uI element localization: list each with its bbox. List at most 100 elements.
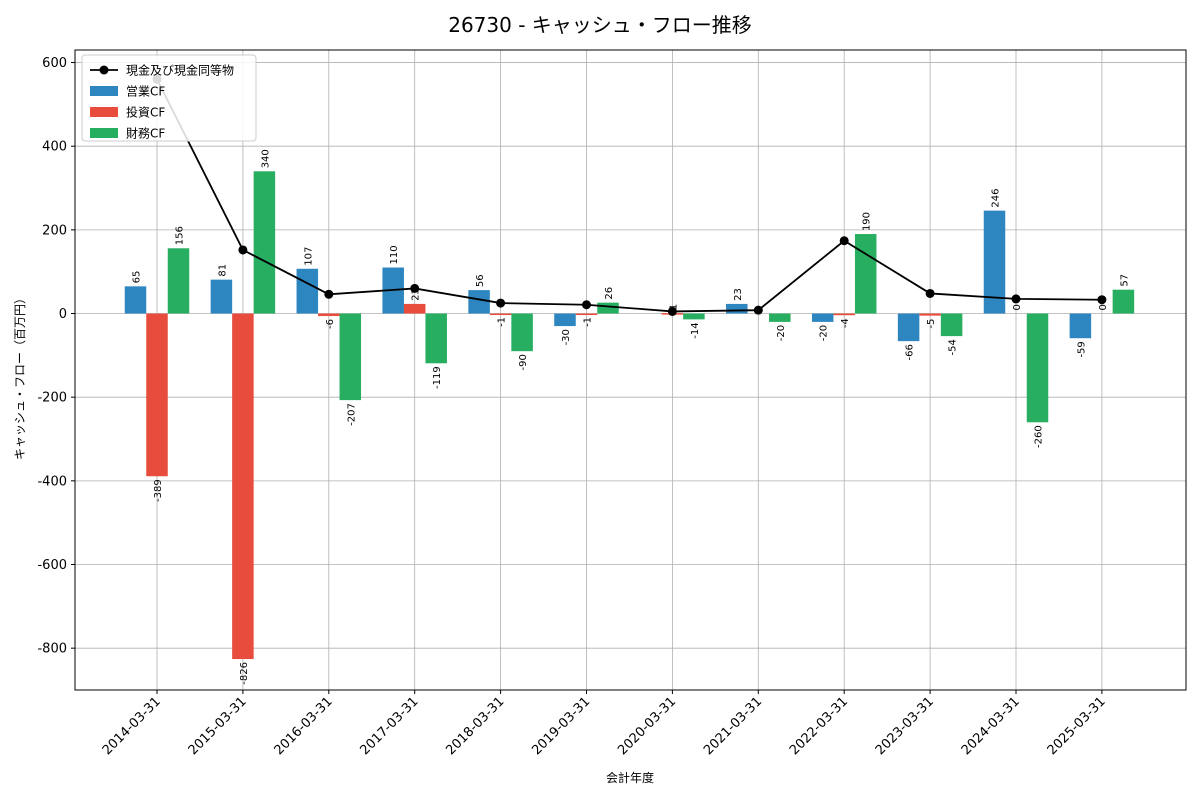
bar	[683, 313, 705, 320]
bar	[1026, 313, 1049, 423]
cash-line	[156, 78, 1102, 313]
cash-point	[324, 289, 334, 299]
bar	[511, 313, 533, 352]
bar	[575, 313, 598, 316]
bar-value-label: 56	[475, 274, 486, 287]
bar-value-label: -119	[432, 366, 443, 389]
y-tick-label: 0	[59, 307, 67, 322]
bar	[489, 313, 512, 316]
legend-box	[81, 54, 257, 142]
y-tick-label: -200	[37, 391, 67, 406]
bar-value-label: -90	[518, 354, 529, 370]
bar	[318, 313, 340, 317]
bar	[1069, 313, 1092, 339]
bar	[146, 313, 168, 477]
bar-value-label: 340	[260, 149, 271, 168]
x-axis-label: 会計年度	[606, 770, 654, 785]
y-tick-label: 400	[42, 140, 67, 155]
legend-label: 投資CF	[126, 105, 165, 120]
bar	[726, 303, 748, 314]
legend-bar-swatch	[90, 86, 118, 96]
bar	[897, 313, 920, 342]
bar-value-label: 57	[1119, 274, 1130, 287]
y-tick-label: 600	[42, 56, 67, 71]
cash-point	[582, 300, 591, 310]
bar	[296, 268, 319, 314]
bar-value-label: -14	[690, 322, 701, 338]
bars-layer	[124, 171, 1135, 660]
bar-value-label: 110	[389, 245, 400, 264]
bar	[253, 171, 276, 314]
bar-value-label: -54	[948, 339, 959, 355]
bar-value-label: -20	[776, 325, 787, 341]
bar-value-label: 65	[132, 271, 143, 284]
cash-point	[839, 236, 849, 246]
bar	[854, 234, 877, 314]
cash-point	[667, 306, 677, 316]
bar-value-label: -4	[840, 318, 851, 328]
bar-value-label: -1	[583, 317, 594, 327]
y-tick-label: -800	[37, 642, 67, 657]
labels-layer: 65 81 107 110 56 -30 23 -20 -66 246 -59 -389 -826 -6 2…	[132, 149, 1131, 685]
bar-value-label: 26	[604, 287, 615, 300]
bar-value-label: -66	[905, 344, 916, 360]
bar-value-label: 0	[1098, 304, 1109, 310]
bar-value-label: 23	[733, 288, 744, 301]
bar	[983, 210, 1006, 314]
bar-value-label: -30	[561, 329, 572, 345]
bar-value-label: -826	[239, 662, 250, 685]
y-tick-label: -600	[37, 558, 67, 573]
bar	[833, 313, 855, 316]
bar	[232, 313, 254, 660]
bar-value-label: 156	[175, 226, 186, 245]
bar-value-label: -1	[497, 317, 508, 327]
bar	[554, 313, 576, 327]
bar-value-label: -59	[1076, 341, 1087, 357]
cash-point	[410, 283, 420, 293]
bar	[339, 313, 362, 401]
bar	[940, 313, 963, 337]
bar-value-label: 246	[991, 189, 1002, 208]
bar-value-label: -20	[819, 325, 830, 341]
bar-value-label: 23	[411, 288, 422, 301]
bar	[210, 279, 233, 314]
bar	[425, 313, 447, 364]
chart-title: 26730 - キャッシュ・フロー推移	[448, 13, 752, 37]
cash-point	[925, 288, 935, 298]
legend-label: 財務CF	[126, 126, 165, 141]
bar-value-label: -6	[325, 319, 336, 329]
y-axis-label: キャッシュ・フロー（百万円）	[13, 292, 27, 460]
bar	[919, 313, 941, 316]
bar	[167, 248, 190, 314]
bar-value-label: 1	[668, 304, 679, 310]
legend-label: 営業CF	[126, 85, 165, 99]
legend-point-swatch	[99, 65, 109, 75]
bar-value-label: 0	[1012, 304, 1023, 310]
legend-bar-swatch	[90, 107, 118, 117]
bar	[597, 302, 619, 314]
bar	[124, 286, 147, 314]
bar-value-label: -260	[1034, 425, 1045, 448]
line-layer	[152, 74, 1107, 316]
bar	[769, 313, 791, 322]
legend-label: 現金及び現金同等物	[126, 63, 234, 78]
bar-value-label: 81	[217, 264, 228, 277]
bar	[1112, 289, 1135, 314]
bar-value-label: -207	[346, 403, 357, 426]
y-tick-label: -400	[37, 474, 67, 489]
bar-value-label: 190	[862, 212, 873, 231]
plot-frame	[74, 49, 1187, 691]
legend-bar-swatch	[90, 128, 118, 138]
bar	[403, 303, 426, 314]
cash-point	[238, 245, 248, 255]
bar	[811, 313, 834, 322]
cash-point	[1097, 295, 1107, 305]
bar-value-label: -389	[153, 479, 164, 502]
bar-value-label: -5	[926, 319, 937, 329]
bar-value-label: 107	[303, 247, 314, 266]
bar	[468, 290, 490, 314]
cash-point	[1011, 294, 1021, 304]
